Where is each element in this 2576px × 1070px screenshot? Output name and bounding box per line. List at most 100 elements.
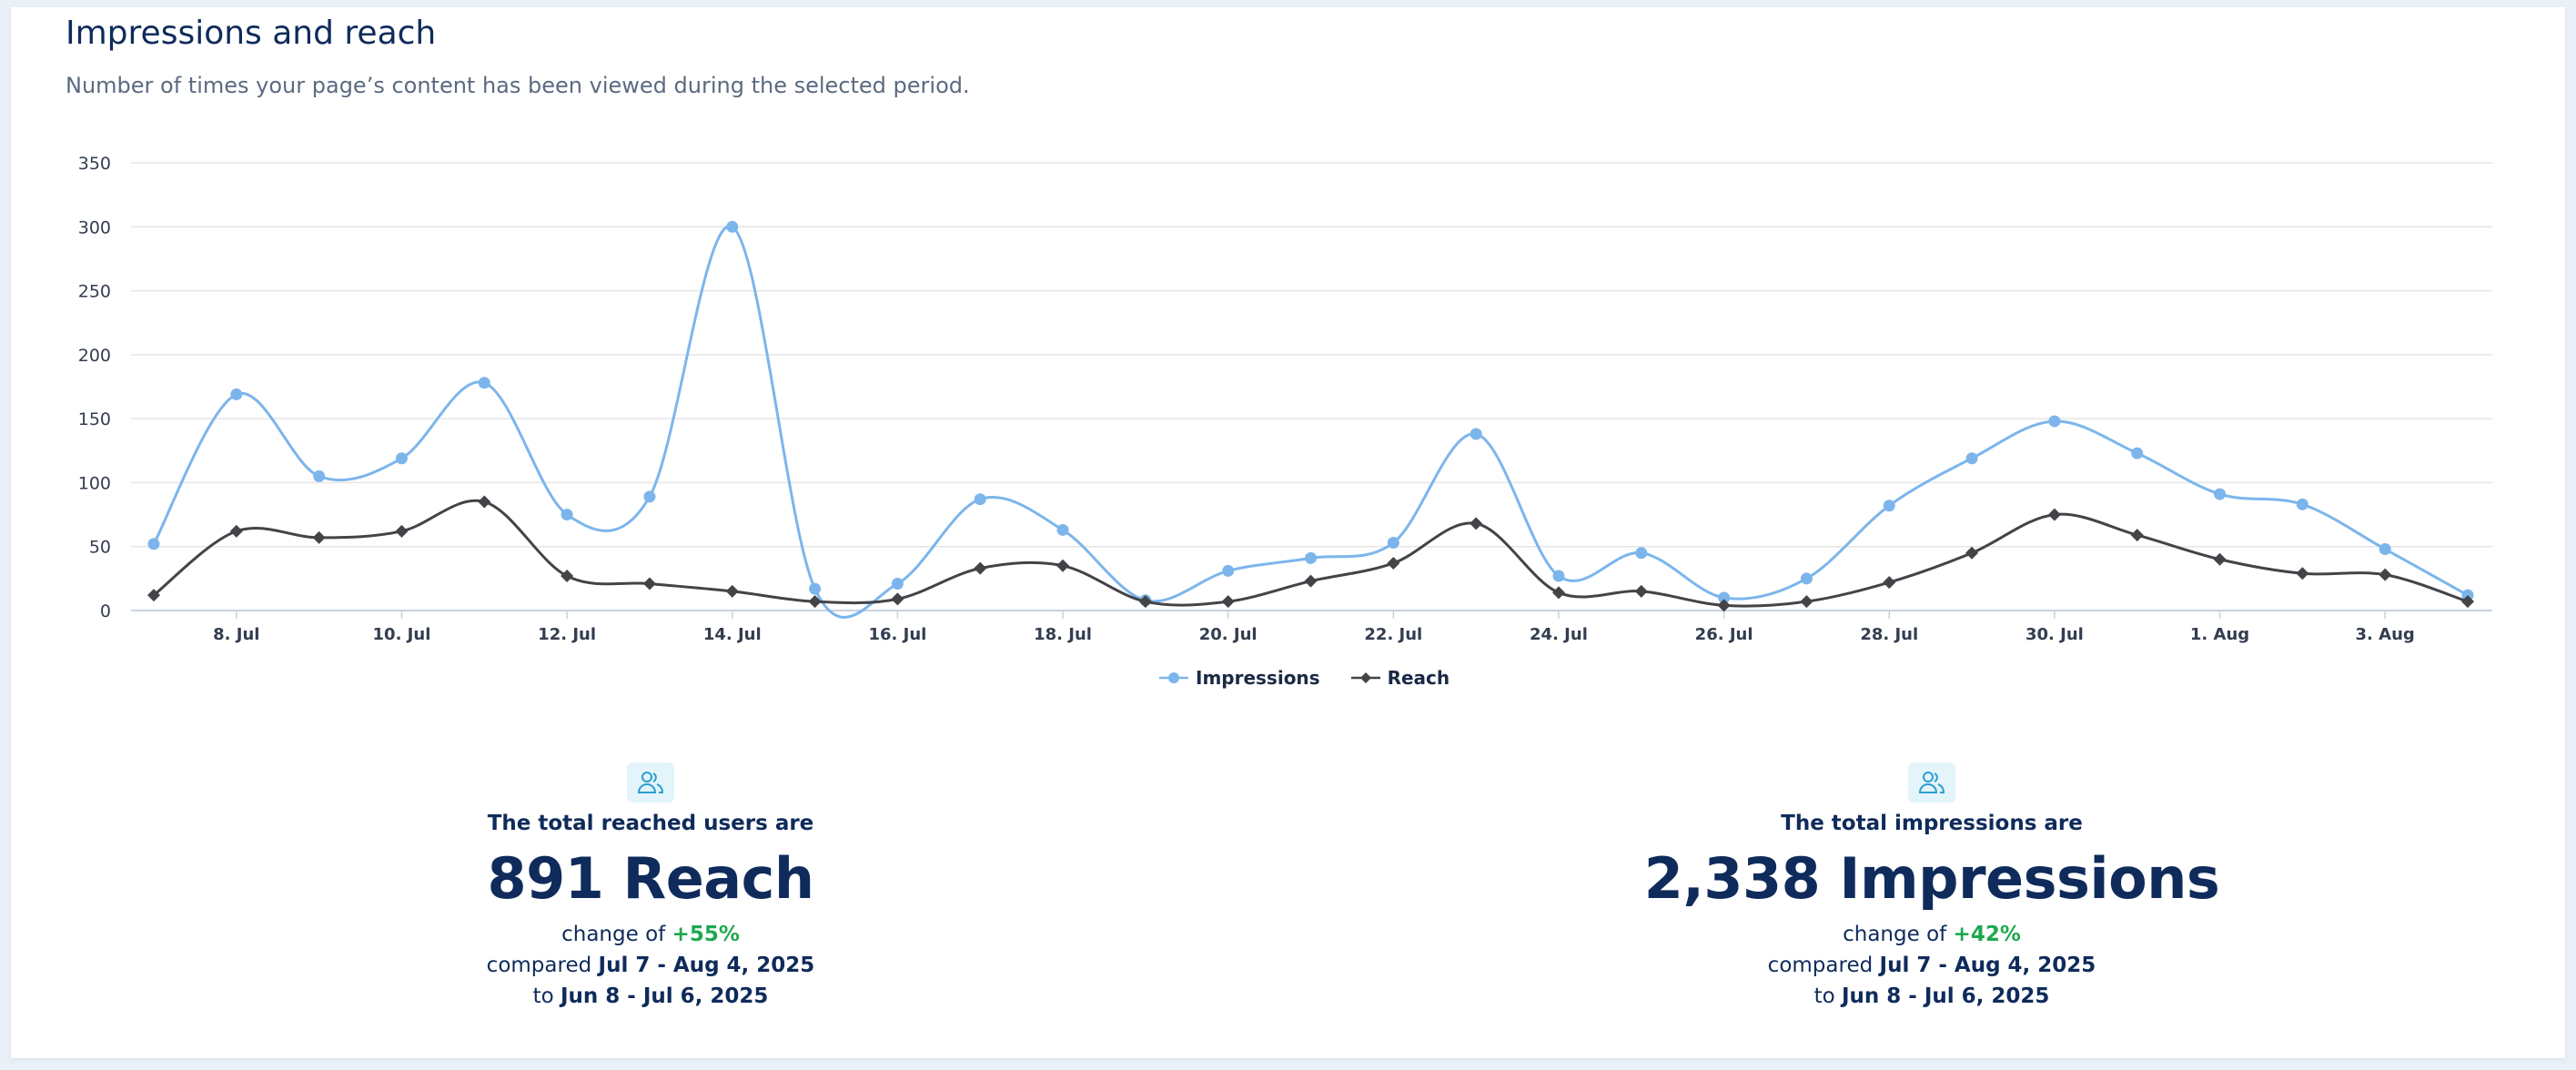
data-point-impressions[interactable] <box>726 220 739 233</box>
data-point-impressions[interactable] <box>395 452 408 465</box>
data-point-impressions[interactable] <box>1635 547 1648 560</box>
data-point-reach[interactable] <box>478 495 491 509</box>
data-point-reach[interactable] <box>2461 595 2474 609</box>
data-point-impressions[interactable] <box>1718 591 1731 604</box>
x-tick-label: 20. Jul <box>1199 625 1258 644</box>
data-point-impressions[interactable] <box>643 490 656 503</box>
impressions-stat: The total impressions are 2,338 Impressi… <box>1568 762 2296 1012</box>
impressions-reach-chart: 0 50 100 150 200 250 300 350 8. Jul 10. Jul 12. J… <box>78 154 2492 644</box>
y-tick-label: 200 <box>78 346 111 366</box>
reach-compared-range: Jul 7 - Aug 4, 2025 <box>598 954 815 977</box>
data-point-impressions[interactable] <box>974 493 986 506</box>
legend-item-impressions[interactable]: Impressions <box>1159 667 1320 689</box>
reach-to-range: Jun 8 - Jul 6, 2025 <box>560 984 769 1008</box>
data-point-impressions[interactable] <box>2379 543 2391 556</box>
data-point-impressions[interactable] <box>147 538 160 550</box>
data-point-reach[interactable] <box>1800 595 1813 609</box>
data-point-reach[interactable] <box>1221 595 1235 609</box>
users-icon <box>627 762 674 802</box>
reach-stat-heading: The total reached users are <box>487 812 814 835</box>
data-point-reach[interactable] <box>642 577 656 591</box>
data-point-reach[interactable] <box>2213 552 2227 566</box>
y-tick-label: 100 <box>78 473 111 493</box>
reach-to-line: to Jun 8 - Jul 6, 2025 <box>287 981 1015 1012</box>
data-point-reach[interactable] <box>229 524 243 538</box>
chart-legend: Impressions Reach <box>1159 667 1450 689</box>
data-point-impressions[interactable] <box>2214 488 2227 500</box>
data-point-impressions[interactable] <box>2131 447 2144 459</box>
y-axis-labels: 0 50 100 150 200 250 300 350 <box>78 154 111 621</box>
x-tick-label: 14. Jul <box>703 625 762 644</box>
data-point-impressions[interactable] <box>1470 428 1482 440</box>
data-point-reach[interactable] <box>1883 576 1896 590</box>
data-point-reach[interactable] <box>974 561 987 575</box>
reach-to-label: to <box>532 984 554 1008</box>
data-point-reach[interactable] <box>1304 574 1318 588</box>
data-point-impressions[interactable] <box>809 582 822 595</box>
data-point-reach[interactable] <box>1387 556 1400 570</box>
data-point-impressions[interactable] <box>891 577 904 590</box>
data-point-impressions[interactable] <box>2048 415 2061 428</box>
data-point-reach[interactable] <box>1138 595 1152 609</box>
y-tick-label: 350 <box>78 154 111 174</box>
data-point-impressions[interactable] <box>1305 551 1317 564</box>
reach-stat-value: 891 Reach <box>487 845 814 912</box>
x-tick-label: 10. Jul <box>373 625 431 644</box>
data-point-impressions[interactable] <box>1552 570 1565 582</box>
reach-change-value: +55% <box>672 923 740 946</box>
impressions-to-label: to <box>1813 984 1835 1008</box>
x-tick-label: 22. Jul <box>1364 625 1422 644</box>
impressions-reach-card: Impressions and reach Number of times yo… <box>11 7 2565 1058</box>
legend-label-impressions: Impressions <box>1196 667 1320 689</box>
impressions-compared-range: Jul 7 - Aug 4, 2025 <box>1879 954 2096 977</box>
x-tick-label: 1. Aug <box>2190 625 2249 644</box>
users-icon <box>1908 762 1955 802</box>
legend-marker-reach <box>1350 672 1380 683</box>
data-point-reach[interactable] <box>725 584 739 598</box>
data-point-impressions[interactable] <box>1387 536 1399 549</box>
impressions-stat-value: 2,338 Impressions <box>1643 845 2220 912</box>
data-point-reach[interactable] <box>1717 599 1731 612</box>
data-point-reach[interactable] <box>1965 546 1979 560</box>
data-point-impressions[interactable] <box>561 509 573 521</box>
reach-change-label: change of <box>561 923 666 946</box>
legend-item-reach[interactable]: Reach <box>1350 667 1450 689</box>
page-title: Impressions and reach <box>66 15 437 52</box>
data-point-reach[interactable] <box>1056 559 1070 572</box>
data-point-reach[interactable] <box>561 570 574 583</box>
x-tick-label: 18. Jul <box>1034 625 1092 644</box>
legend-label-reach: Reach <box>1387 667 1450 689</box>
data-point-reach[interactable] <box>312 530 326 544</box>
data-point-reach[interactable] <box>2379 568 2392 581</box>
data-point-impressions[interactable] <box>2296 498 2308 510</box>
data-point-reach[interactable] <box>395 524 409 538</box>
reach-stat: The total reached users are 891 Reach ch… <box>287 762 1015 1012</box>
x-tick-label: 8. Jul <box>213 625 259 644</box>
data-point-reach[interactable] <box>2296 567 2309 580</box>
data-point-impressions[interactable] <box>1222 564 1235 577</box>
data-point-impressions[interactable] <box>478 377 490 389</box>
x-tick-label: 26. Jul <box>1695 625 1753 644</box>
y-tick-label: 0 <box>100 601 111 621</box>
legend-marker-impressions <box>1159 672 1188 683</box>
data-point-reach[interactable] <box>891 592 904 606</box>
data-point-impressions[interactable] <box>313 469 326 482</box>
reach-compared-label: compared <box>486 954 592 977</box>
data-point-reach[interactable] <box>1470 517 1483 530</box>
y-tick-label: 300 <box>78 217 111 237</box>
data-point-impressions[interactable] <box>1883 500 1895 512</box>
data-point-reach[interactable] <box>1634 584 1648 598</box>
data-point-reach[interactable] <box>2130 529 2144 542</box>
data-point-reach[interactable] <box>808 595 822 609</box>
data-point-impressions[interactable] <box>1965 452 1978 465</box>
data-point-impressions[interactable] <box>230 388 243 400</box>
data-point-reach[interactable] <box>147 589 160 602</box>
data-point-impressions[interactable] <box>1800 572 1813 585</box>
y-tick-label: 50 <box>89 538 111 558</box>
data-point-impressions[interactable] <box>1056 523 1069 536</box>
data-point-reach[interactable] <box>2047 508 2061 521</box>
impressions-stat-heading: The total impressions are <box>1781 812 2083 835</box>
chart-series <box>147 220 2474 619</box>
data-point-impressions[interactable] <box>2461 589 2474 601</box>
data-point-reach[interactable] <box>1551 586 1565 600</box>
